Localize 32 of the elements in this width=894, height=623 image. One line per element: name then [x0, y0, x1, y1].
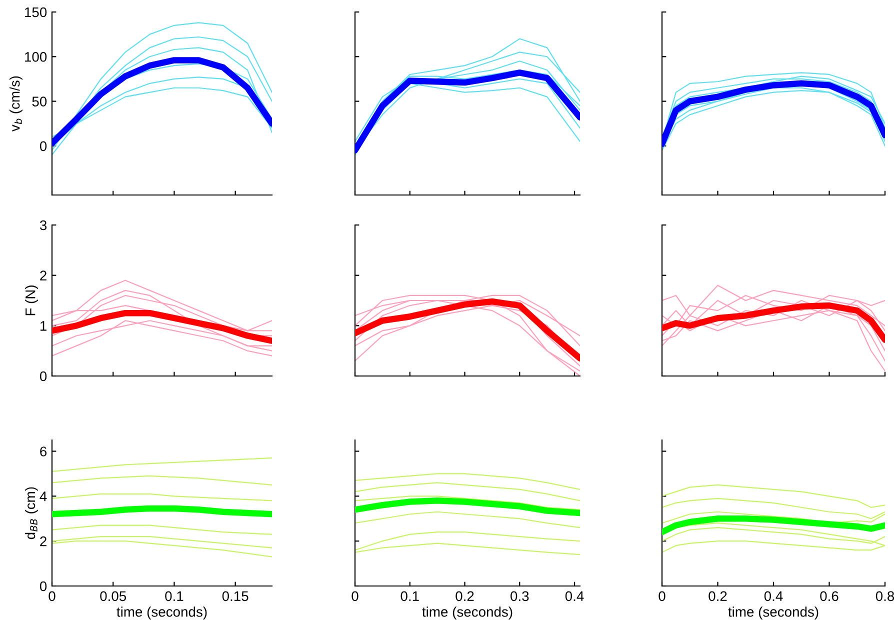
y-axis-title: v$_{b}$ (cm/s)	[10, 76, 22, 132]
y-tick-label: 100	[25, 52, 47, 62]
y-tick-label: 50	[32, 96, 47, 106]
x-tick-label: 0.3	[510, 591, 529, 602]
x-tick-label: 0	[48, 591, 56, 602]
y-tick-label: 2	[40, 536, 46, 546]
y-tick-label: 150	[25, 7, 47, 18]
x-tick-label: 0.1	[400, 591, 419, 602]
x-axis-title: time (seconds)	[728, 606, 818, 620]
y-tick-label: 3	[40, 220, 47, 230]
y-tick-label: 4	[40, 492, 47, 502]
y-tick-label: 0	[40, 371, 47, 382]
x-tick-label: 0.05	[100, 591, 126, 602]
x-tick-label: 0.4	[764, 591, 783, 602]
y-tick-label: 0	[40, 581, 47, 592]
x-tick-label: 0.1	[165, 591, 184, 602]
x-tick-label: 0	[658, 591, 666, 602]
y-tick-label: 6	[40, 446, 47, 456]
y-tick-label: 1	[40, 321, 46, 331]
x-axis-title: time (seconds)	[422, 606, 512, 620]
y-axis-title: F (N)	[25, 286, 38, 316]
x-tick-label: 0.8	[876, 591, 894, 602]
x-tick-label: 0.4	[565, 591, 584, 602]
x-tick-label: 0	[352, 591, 358, 602]
x-axis-title: time (seconds)	[116, 606, 207, 620]
x-tick-label: 0.15	[222, 591, 248, 602]
x-tick-label: 0.2	[708, 591, 727, 602]
y-tick-label: 0	[40, 141, 47, 152]
y-tick-label: 2	[40, 270, 46, 280]
x-tick-label: 0.6	[820, 591, 838, 602]
y-axis-title: d$_{BB}$ (cm)	[24, 487, 38, 540]
x-tick-label: 0.2	[456, 591, 474, 602]
